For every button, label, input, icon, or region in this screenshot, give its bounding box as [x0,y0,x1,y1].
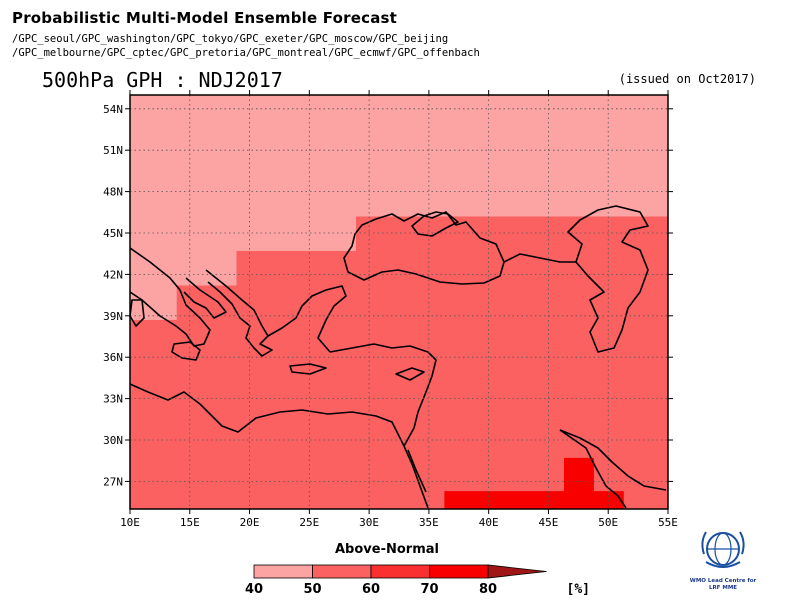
lon-tick-label: 30E [359,516,379,529]
models-list-line-2: /GPC_melbourne/GPC_cptec/GPC_pretoria/GP… [12,47,480,59]
caspian-sea-coastline [567,205,649,353]
crimea-coastline [411,211,459,237]
colorbar-label: 50 [303,582,321,597]
caucasus-outline [503,253,576,263]
sicily-coastline [171,341,201,361]
lat-tick-label: 39N [103,310,123,323]
lat-tick-label: 51N [103,144,123,157]
colorbar-label: 70 [420,582,438,597]
wmo-emblem-icon [701,531,745,568]
models-list-line-1: /GPC_seoul/GPC_washington/GPC_tokyo/GPC_… [12,33,449,45]
lat-tick-label: 27N [103,475,123,488]
lat-tick-label: 30N [103,434,123,447]
axis-ticks: 54N 51N 48N 45N 42N 39N 36N 33N 30N 27N 10E 15E 20E 2… [103,90,678,529]
colorbar-bin [253,564,313,579]
italy-coastline [129,247,211,347]
sinai-coastline [407,449,427,493]
logo-line-2: LRF MME [708,585,738,591]
colorbar-unit: [%] [567,582,590,597]
aegean-coastline [267,285,347,353]
lon-tick-label: 45E [539,516,559,529]
lon-tick-label: 35E [419,516,439,529]
logo-line-1: WMO Lead Centre for [689,578,757,584]
north-africa-coastline [129,383,405,447]
lon-tick-label: 15E [180,516,200,529]
crete-coastline [289,363,327,375]
prob-70-80-region-a [444,491,564,509]
coastlines [129,205,667,509]
issued-date: (issued on Oct2017) [618,72,756,86]
anatolia-levant-coastline [329,343,437,447]
colorbar-bin [429,564,489,579]
map-frame [129,94,669,510]
colorbar-label: 60 [362,582,380,597]
red-sea-coastline [403,445,429,509]
probability-regions [130,95,668,509]
graticule [130,95,668,509]
colorbar: 40 50 60 70 80 [%] [245,564,590,597]
wmo-logo: WMO Lead Centre for LRF MME [688,524,758,600]
legend-title: Above-Normal [335,542,439,557]
arabia-gulf-coastline [559,429,627,509]
forecast-title: Probabilistic Multi-Model Ensemble Forec… [12,9,398,27]
lon-tick-label: 55E [658,516,678,529]
lat-tick-label: 36N [103,351,123,364]
lat-tick-label: 48N [103,186,123,199]
lon-tick-label: 25E [299,516,319,529]
cyprus-coastline [395,367,425,381]
lat-tick-label: 54N [103,103,123,116]
colorbar-bin [312,564,372,579]
lat-tick-label: 42N [103,268,123,281]
lat-tick-label: 45N [103,227,123,240]
persian-gulf-coastline [559,429,667,491]
lon-tick-label: 20E [240,516,260,529]
prob-50-60-region [130,216,668,509]
balkans-coastline [205,269,273,357]
lon-tick-label: 10E [120,516,140,529]
prob-40-50-region [130,95,668,320]
lat-tick-label: 33N [103,393,123,406]
variable-period-title: 500hPa GPH : NDJ2017 [42,68,283,92]
colorbar-bin [370,564,430,579]
lon-tick-label: 40E [479,516,499,529]
prob-70-80-region-b [564,457,624,509]
colorbar-arrow [487,564,547,579]
colorbar-label: 80 [479,582,497,597]
italy-adriatic-coastline [183,277,227,319]
colorbar-label: 40 [245,582,263,597]
lon-tick-label: 50E [598,516,618,529]
